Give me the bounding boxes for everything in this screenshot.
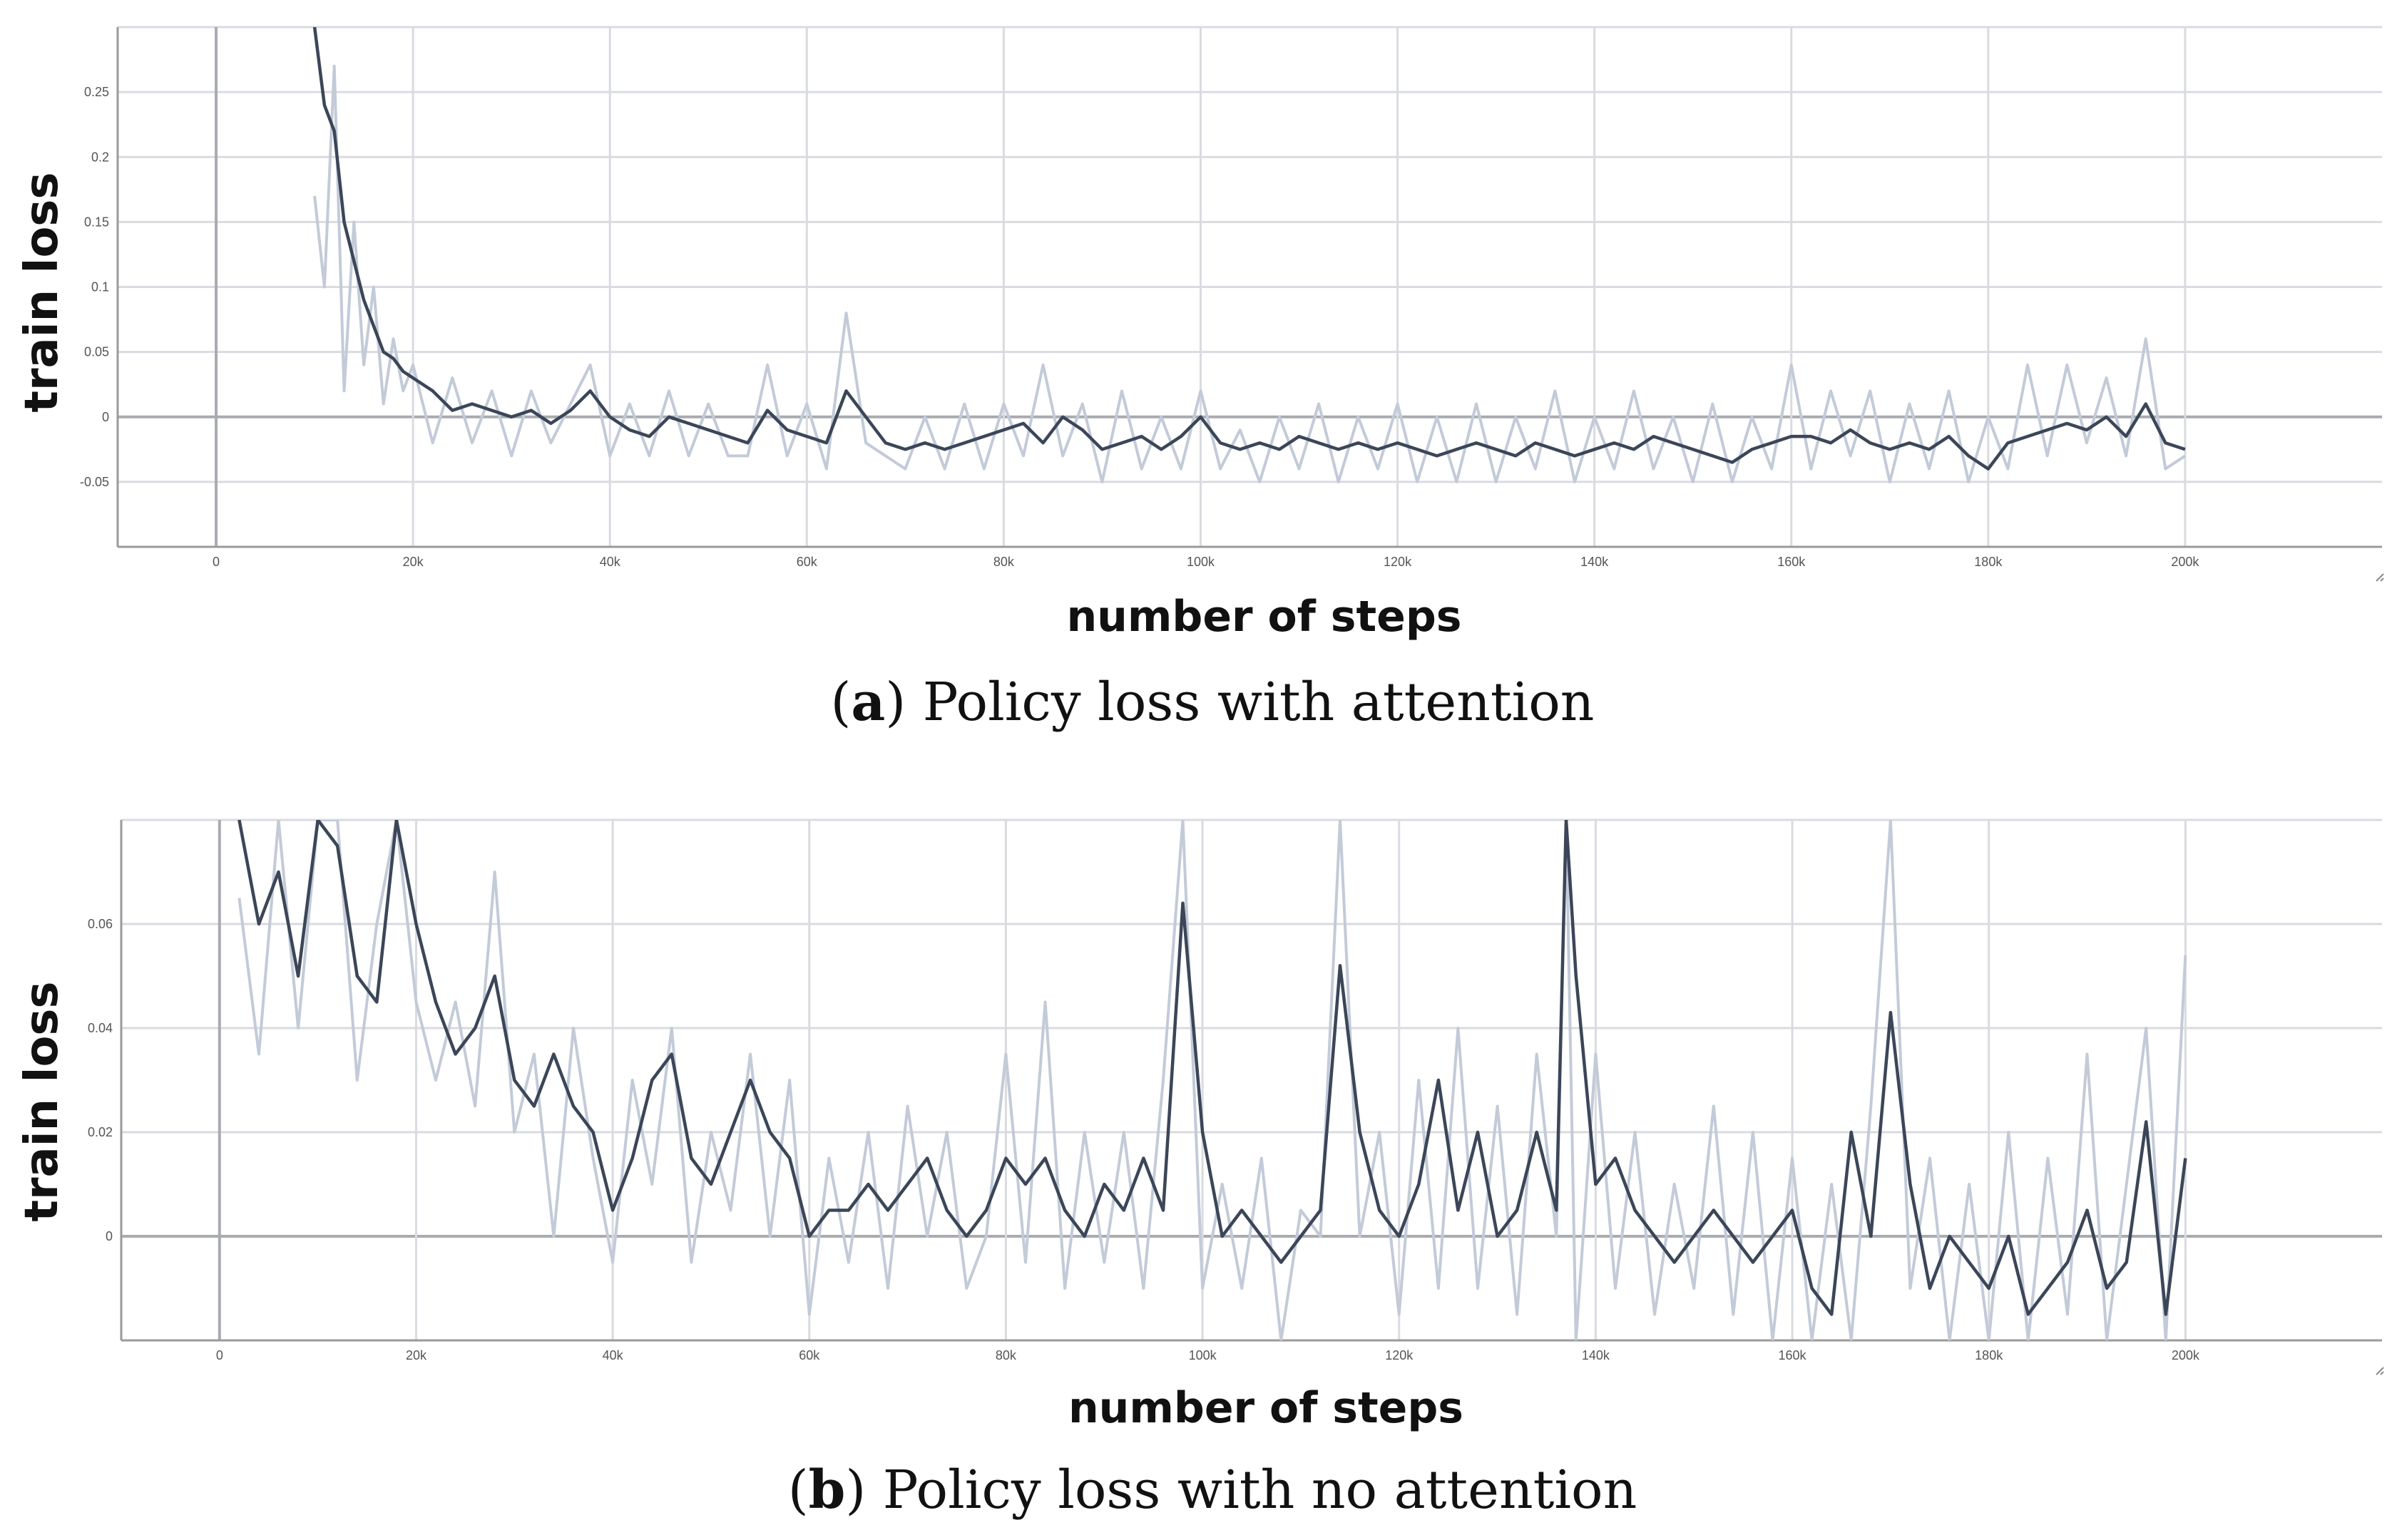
y-tick-label: 0.02 [88, 1125, 113, 1139]
y-axis-label: train loss [16, 981, 68, 1221]
caption: (a) Policy loss with attention [831, 672, 1595, 733]
x-axis-label: number of steps [1068, 1383, 1463, 1433]
caption-paren-open: ( [788, 1459, 809, 1521]
resize-handle-icon [2376, 1367, 2384, 1375]
y-tick-label: 0.06 [88, 917, 113, 931]
caption-letter: b [809, 1459, 846, 1521]
x-tick-label: 140k [1580, 555, 1609, 569]
x-tick-label: 0 [213, 555, 220, 569]
chart-b: 0 0.02 0.04 0.06 0 20k 40k 60k 80k 100k 120k 140k 16… [16, 818, 2384, 1521]
series-line-raw [237, 820, 2187, 1340]
caption-paren-open: ( [831, 672, 852, 733]
x-tick-label: 40k [600, 555, 621, 569]
x-tick-label: 180k [1974, 555, 2003, 569]
x-tick-label: 100k [1189, 1348, 1217, 1362]
x-tick-label: 40k [603, 1348, 624, 1362]
y-tick-label: 0.25 [84, 85, 109, 99]
x-tick-label: 20k [403, 555, 424, 569]
x-tick-label: 180k [1975, 1348, 2003, 1362]
x-axis-label: number of steps [1066, 592, 1461, 642]
chart-a: -0.05 0 0.05 0.1 0.15 0.2 0.25 0 20k 40k 60k 80k 100… [16, 26, 2384, 733]
x-tick-label: 160k [1779, 1348, 1807, 1362]
x-tick-label: 20k [406, 1348, 427, 1362]
x-tick-label: 200k [2172, 1348, 2200, 1362]
x-tick-label: 80k [996, 1348, 1017, 1362]
x-tick-label: 160k [1777, 555, 1806, 569]
x-tick-label: 200k [2171, 555, 2199, 569]
caption-text: ) Policy loss with no attention [845, 1459, 1637, 1521]
y-tick-label: -0.05 [80, 475, 109, 489]
caption-letter: a [851, 672, 885, 733]
x-tick-label: 100k [1187, 555, 1215, 569]
y-tick-label: 0 [106, 1229, 113, 1243]
series-line-smoothed [312, 27, 2186, 471]
x-tick-label: 120k [1385, 1348, 1414, 1362]
x-tick-label: 0 [216, 1348, 223, 1362]
y-tick-label: 0.05 [84, 345, 109, 359]
x-tick-label: 60k [797, 555, 818, 569]
x-tick-label: 60k [799, 1348, 820, 1362]
caption-text: ) Policy loss with attention [885, 672, 1594, 733]
y-axis-label: train loss [16, 172, 68, 412]
series-line-smoothed [237, 820, 2187, 1316]
series-line-raw [313, 64, 2187, 483]
y-tick-label: 0.2 [91, 150, 109, 164]
caption: (b) Policy loss with no attention [788, 1459, 1637, 1521]
y-tick-label: 0 [102, 410, 109, 424]
x-tick-label: 140k [1582, 1348, 1610, 1362]
y-tick-label: 0.04 [88, 1021, 113, 1035]
x-tick-label: 120k [1384, 555, 1412, 569]
y-tick-label: 0.15 [84, 215, 109, 229]
y-tick-label: 0.1 [91, 280, 109, 294]
x-tick-label: 80k [993, 555, 1015, 569]
resize-handle-icon [2376, 573, 2384, 582]
